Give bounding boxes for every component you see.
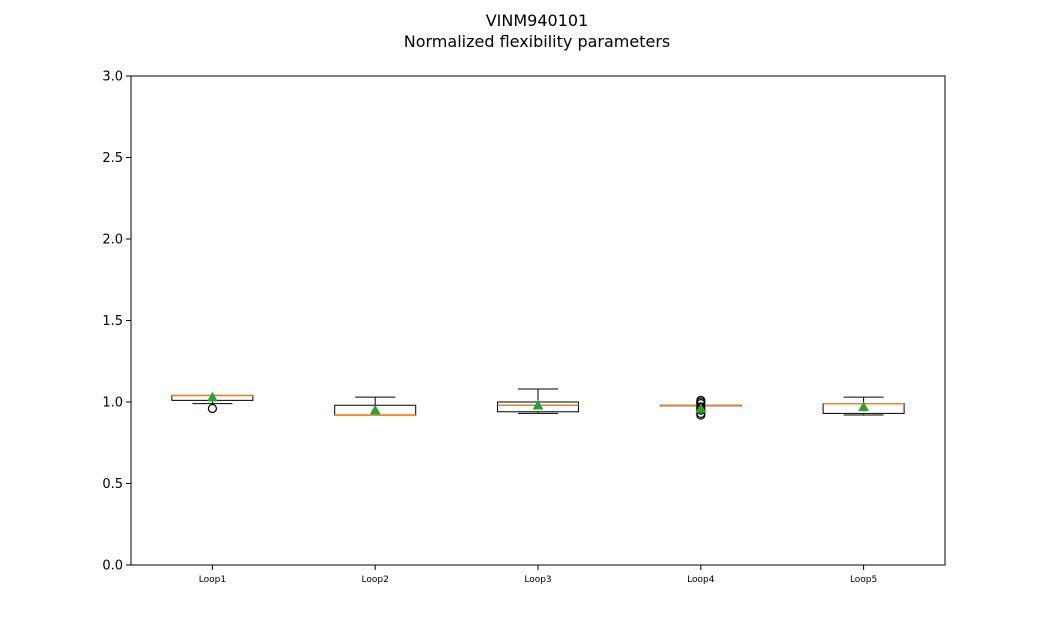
mean-marker [858, 401, 870, 412]
y-tick-label: 0.0 [102, 559, 123, 574]
mean-marker [206, 391, 218, 402]
plot-area: 0.0 0.5 1.0 1.5 2.0 2.5 3.0 Loop1 Loop2 Loop3 Loop… [102, 70, 946, 585]
axes-frame [130, 75, 946, 566]
x-tick-label: Loop4 [687, 575, 715, 585]
chart-title: VINM940101 [486, 11, 589, 30]
x-tick-label: Loop5 [850, 575, 877, 585]
x-tick-label: Loop3 [524, 575, 551, 585]
mean-marker [532, 399, 544, 410]
chart-subtitle: Normalized flexibility parameters [404, 32, 671, 51]
x-tick-label: Loop1 [199, 575, 226, 585]
y-tick-label: 0.5 [102, 477, 123, 492]
y-tick-label: 1.0 [102, 396, 123, 411]
y-tick-label: 2.0 [102, 233, 123, 248]
y-tick-label: 1.5 [102, 314, 123, 329]
y-tick-label: 2.5 [102, 151, 123, 166]
x-tick-label: Loop2 [362, 575, 389, 585]
flier-point [207, 403, 217, 414]
y-tick-label: 3.0 [102, 70, 123, 85]
mean-marker [695, 403, 707, 413]
mean-marker [369, 404, 381, 415]
